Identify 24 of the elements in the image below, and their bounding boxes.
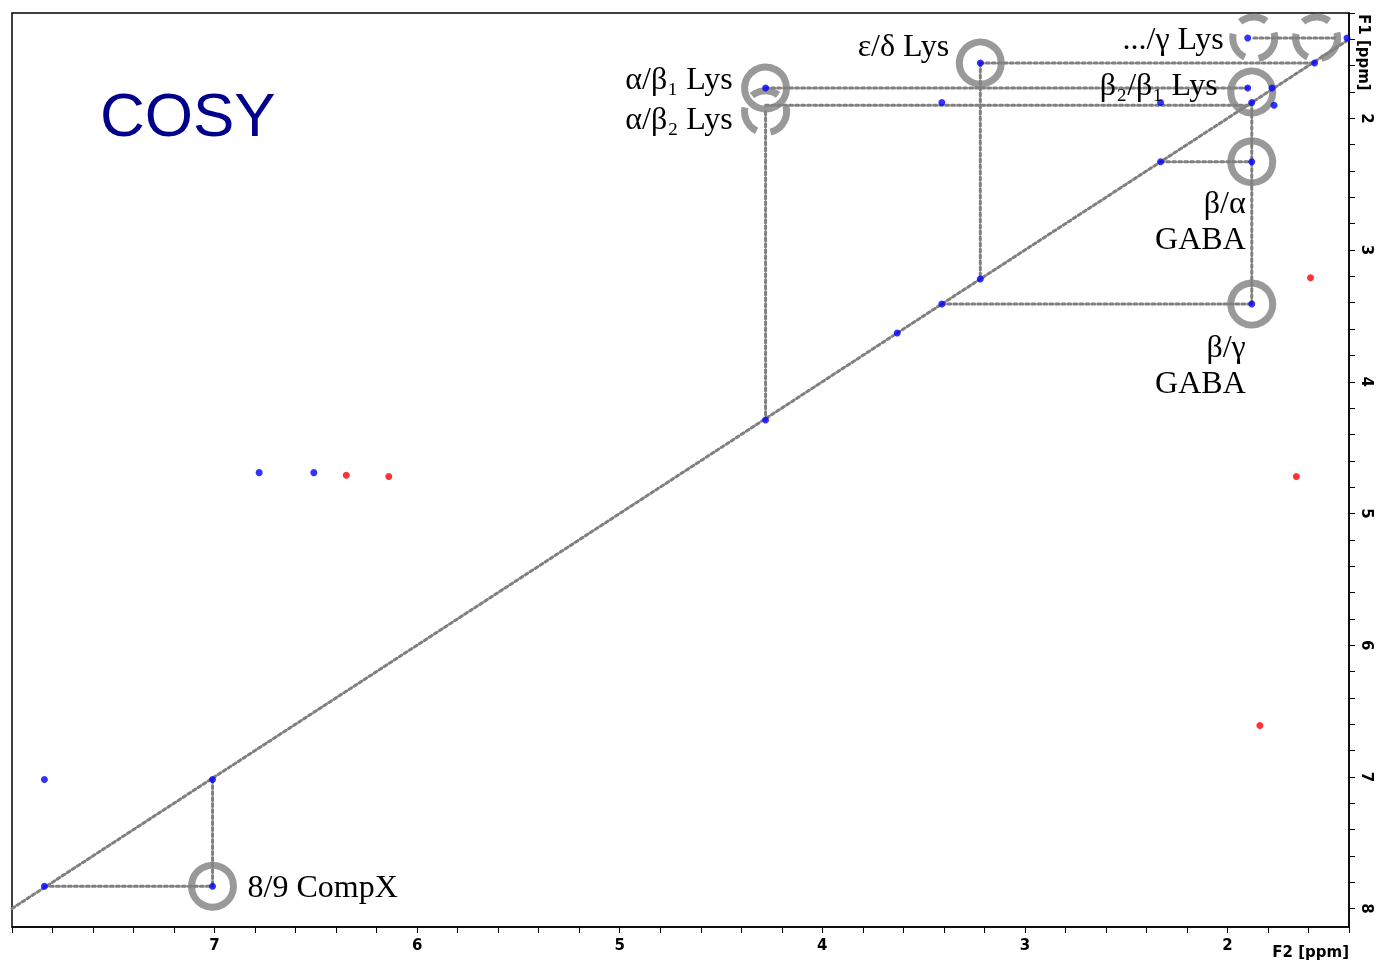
- y-tick-label: 6: [1357, 639, 1376, 651]
- x-tick-label: 4: [817, 935, 828, 954]
- annotation: 8/9 CompX: [247, 868, 398, 905]
- x-tick-label: 3: [1019, 935, 1031, 954]
- y-tick-label: 2: [1357, 113, 1376, 124]
- y-axis-title: F1 [ppm]: [1355, 14, 1373, 91]
- annotation: β₂/β₁ Lys: [1099, 66, 1218, 103]
- x-tick-label: 2: [1222, 935, 1233, 954]
- x-tick-label: 7: [209, 935, 220, 954]
- x-axis-title: F2 [ppm]: [1272, 942, 1350, 961]
- y-tick-label: 4: [1357, 376, 1376, 387]
- y-tick-label: 8: [1357, 903, 1376, 914]
- annotation: α/β₁ Lys: [625, 60, 733, 97]
- annotation: β/α GABA: [1155, 183, 1246, 256]
- y-tick-label: 7: [1357, 771, 1376, 783]
- annotation: .../γ Lys: [1122, 20, 1224, 57]
- annotation: α/β₂ Lys: [625, 99, 733, 136]
- annotation: ε/δ Lys: [857, 27, 950, 64]
- text: COSY: [100, 79, 276, 149]
- y-tick-label: 5: [1357, 508, 1376, 519]
- x-tick-label: 5: [614, 935, 625, 954]
- y-tick-label: 3: [1357, 244, 1376, 256]
- x-tick-label: 6: [411, 935, 423, 954]
- annotation: β/γ GABA: [1155, 328, 1246, 401]
